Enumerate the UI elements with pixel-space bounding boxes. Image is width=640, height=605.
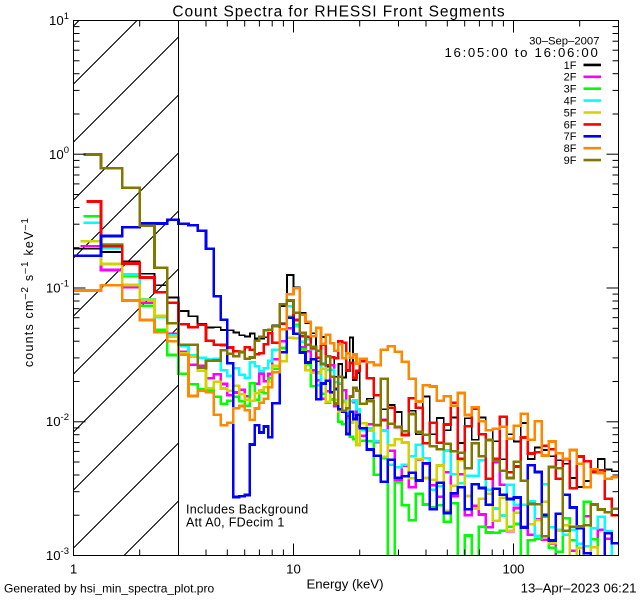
- svg-text:2F: 2F: [564, 72, 577, 84]
- svg-text:13–Apr–2023 06:21: 13–Apr–2023 06:21: [521, 581, 637, 596]
- svg-text:Energy (keV): Energy (keV): [307, 577, 384, 592]
- svg-text:10: 10: [286, 562, 301, 577]
- svg-text:3F: 3F: [564, 84, 577, 96]
- svg-text:Generated by hsi_min_spectra_p: Generated by hsi_min_spectra_plot.pro: [4, 582, 214, 596]
- svg-text:6F: 6F: [564, 119, 577, 131]
- svg-text:30–Sep–2007: 30–Sep–2007: [529, 36, 599, 48]
- svg-text:1F: 1F: [564, 60, 577, 72]
- svg-text:4F: 4F: [564, 96, 577, 108]
- svg-text:7F: 7F: [564, 131, 577, 143]
- svg-text:10-1: 10-1: [46, 279, 69, 296]
- svg-text:counts cm–2 s–1 keV–1: counts cm–2 s–1 keV–1: [20, 217, 36, 367]
- svg-text:5F: 5F: [564, 107, 577, 119]
- svg-text:Att A0, FDecim 1: Att A0, FDecim 1: [186, 516, 285, 530]
- svg-text:Count Spectra for RHESSI Front: Count Spectra for RHESSI Front Segments: [172, 4, 505, 21]
- svg-text:8F: 8F: [564, 143, 577, 155]
- svg-text:16:05:00 to 16:06:00: 16:05:00 to 16:06:00: [445, 45, 600, 60]
- svg-text:9F: 9F: [564, 155, 577, 167]
- svg-text:10-3: 10-3: [46, 546, 69, 563]
- svg-text:10-2: 10-2: [46, 412, 69, 429]
- svg-text:1: 1: [70, 562, 77, 577]
- svg-text:101: 101: [49, 11, 69, 28]
- svg-text:100: 100: [502, 562, 524, 577]
- svg-text:Includes Background: Includes Background: [186, 503, 308, 517]
- svg-text:100: 100: [49, 145, 69, 162]
